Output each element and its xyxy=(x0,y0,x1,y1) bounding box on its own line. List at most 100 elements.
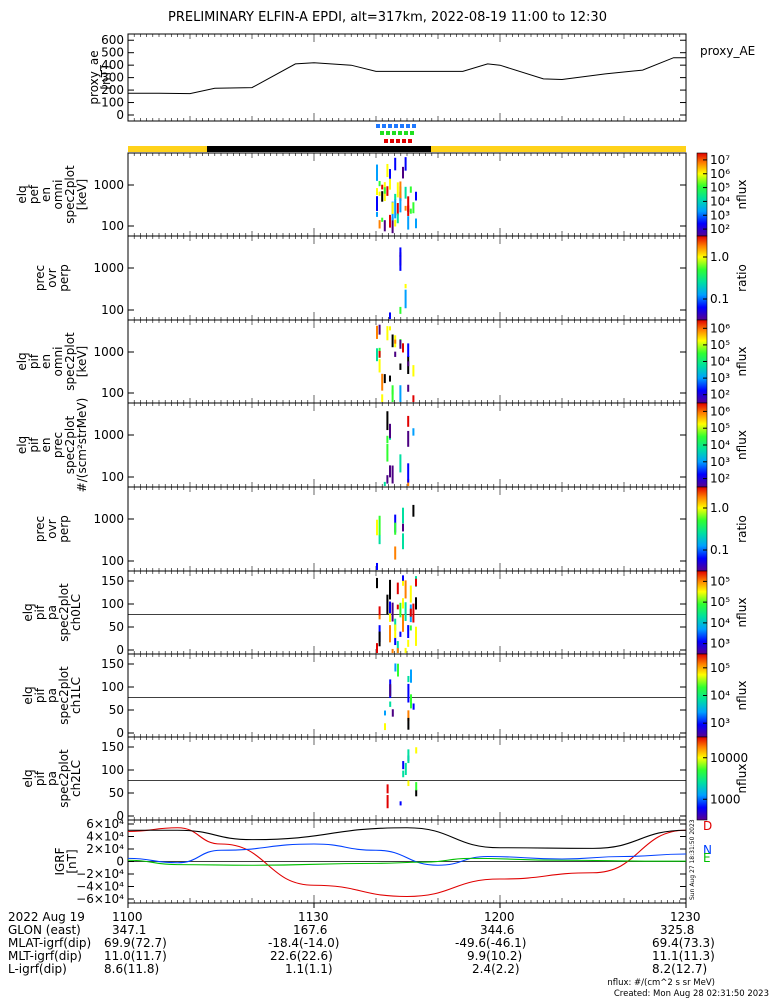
sector-marker xyxy=(390,139,394,143)
panel-p6-colorbar xyxy=(696,570,708,655)
spectrogram-pixel xyxy=(415,789,418,797)
spectrogram-pixel xyxy=(396,641,399,653)
spectrogram-pixel xyxy=(376,188,378,196)
spectrogram-pixel xyxy=(378,324,381,335)
y-tick-label: 0 xyxy=(116,643,124,657)
spectrogram-pixel xyxy=(407,625,410,639)
colorbar-label: 10⁵ xyxy=(710,661,730,675)
spectrogram-pixel xyxy=(391,202,394,214)
panel-p5-colorbar xyxy=(696,486,708,572)
mlt-3: 11.1(11.3) xyxy=(652,949,715,963)
spectrogram-pixel xyxy=(412,504,415,517)
spectrogram-pixel xyxy=(386,411,389,431)
time-1130: 1130 xyxy=(298,910,329,924)
y-tick-label: 100 xyxy=(101,680,124,694)
y-tick-label: 150 xyxy=(101,740,124,754)
spectrogram-pixel xyxy=(389,169,391,179)
spectrogram-pixel xyxy=(389,579,391,600)
proxy-ae-panel xyxy=(127,33,687,122)
sector-marker xyxy=(406,124,410,128)
igrf-series-B-line xyxy=(127,827,687,849)
spectrogram-pixel xyxy=(381,217,384,222)
spectrogram-pixel xyxy=(378,191,381,196)
l-3: 8.2(12.7) xyxy=(652,962,708,976)
panel-p4-colorbar-title: nflux xyxy=(735,430,749,460)
y-tick-label: 50 xyxy=(109,786,124,800)
spectrogram-pixel xyxy=(399,385,402,402)
igrf-legend-N: N xyxy=(703,843,712,857)
y-tick-label: 1000 xyxy=(93,512,124,526)
sector-marker xyxy=(410,131,414,135)
panel-p3 xyxy=(127,319,687,404)
spectrogram-pixel xyxy=(386,594,389,615)
spectrogram-pixel xyxy=(378,614,381,620)
panel-p8 xyxy=(127,736,687,821)
spectrogram-pixel xyxy=(399,255,402,271)
panel-p8-colorbar-title: nflux xyxy=(735,764,749,794)
panel-p4-ylabel: elqpifenprecspec2plot#/(scm²strMeV) xyxy=(15,398,89,493)
glon-1: 167.6 xyxy=(293,923,328,937)
colorbar-label: 10000 xyxy=(710,751,748,765)
spectrogram-pixel xyxy=(389,326,391,331)
spectrogram-pixel xyxy=(394,339,397,344)
spectrogram-pixel xyxy=(378,180,381,187)
spectrogram-pixel xyxy=(399,181,402,199)
sector-marker xyxy=(398,131,402,135)
spectrogram-pixel xyxy=(410,669,412,683)
glon-3: 325.8 xyxy=(660,923,695,937)
time-1200: 1200 xyxy=(484,910,515,924)
spectrogram-pixel xyxy=(381,191,384,202)
y-tick-label: 1000 xyxy=(93,261,124,275)
spectrogram-pixel xyxy=(399,306,402,314)
spectrogram-pixel xyxy=(376,211,378,217)
colorbar-label: 1.0 xyxy=(710,250,729,264)
spectrogram-pixel xyxy=(404,157,407,171)
y-tick-label: 100 xyxy=(101,219,124,233)
spectrogram-pixel xyxy=(415,597,417,610)
proxy-ae-ylabel: proxy_ae[nT] xyxy=(87,50,113,104)
spectrogram-pixel xyxy=(378,631,381,647)
panel-p1-colorbar-title: nflux xyxy=(735,180,749,210)
spectrogram-pixel xyxy=(412,365,415,377)
colorbar-label: 10³ xyxy=(710,637,730,651)
spectrogram-pixel xyxy=(409,186,412,193)
spectrogram-pixel xyxy=(399,454,402,473)
igrf-legend-E: E xyxy=(703,851,711,865)
spectrogram-pixel xyxy=(391,465,394,484)
spectrogram-pixel xyxy=(381,373,384,391)
spectrogram-pixel xyxy=(407,675,410,683)
spectrogram-pixel xyxy=(386,163,389,178)
panel-p1-ylabel: elqpefenomnispec2plot[keV] xyxy=(15,165,89,224)
ae-y-tick-label: 400 xyxy=(101,58,124,72)
spectrogram-pixel xyxy=(394,199,397,219)
spectrogram-pixel xyxy=(404,647,407,653)
igrf-y-tick-label: 0 xyxy=(116,855,124,869)
spectrogram-pixel xyxy=(378,220,381,229)
spectrogram-pixel xyxy=(402,166,404,179)
spectrogram-pixel xyxy=(407,196,410,213)
spectrogram-pixel xyxy=(402,507,404,524)
sector-marker xyxy=(408,139,412,143)
igrf-series-N-line xyxy=(127,843,687,866)
spectrogram-pixel xyxy=(376,164,378,181)
spectrogram-pixel xyxy=(407,361,410,367)
spectrogram-pixel xyxy=(391,217,394,234)
footer-created: Created: Mon Aug 28 02:31:50 2023 xyxy=(613,989,769,999)
colorbar-label: 10⁴ xyxy=(710,438,730,452)
spectrogram-pixel xyxy=(378,515,381,536)
y-tick-label: 150 xyxy=(101,574,124,588)
spectrogram-pixel xyxy=(409,208,412,214)
colorbar-label: 1000 xyxy=(710,792,741,806)
igrf-ylabel: IGRF[nT] xyxy=(53,847,79,875)
spectrogram-pixel xyxy=(399,602,402,618)
colorbar-label: 10⁴ xyxy=(710,689,730,703)
spectrogram-pixel xyxy=(386,475,389,484)
spectrogram-pixel xyxy=(407,384,410,392)
colorbar-label: 10⁴ xyxy=(710,355,730,369)
spectrogram-pixel xyxy=(409,608,412,617)
colorbar-label: 10⁶ xyxy=(710,167,730,181)
spectrogram-pixel xyxy=(404,762,407,776)
spectrogram-pixel xyxy=(394,351,397,357)
spectrogram-pixel xyxy=(376,348,378,362)
ae-y-tick-label: 100 xyxy=(101,96,124,110)
